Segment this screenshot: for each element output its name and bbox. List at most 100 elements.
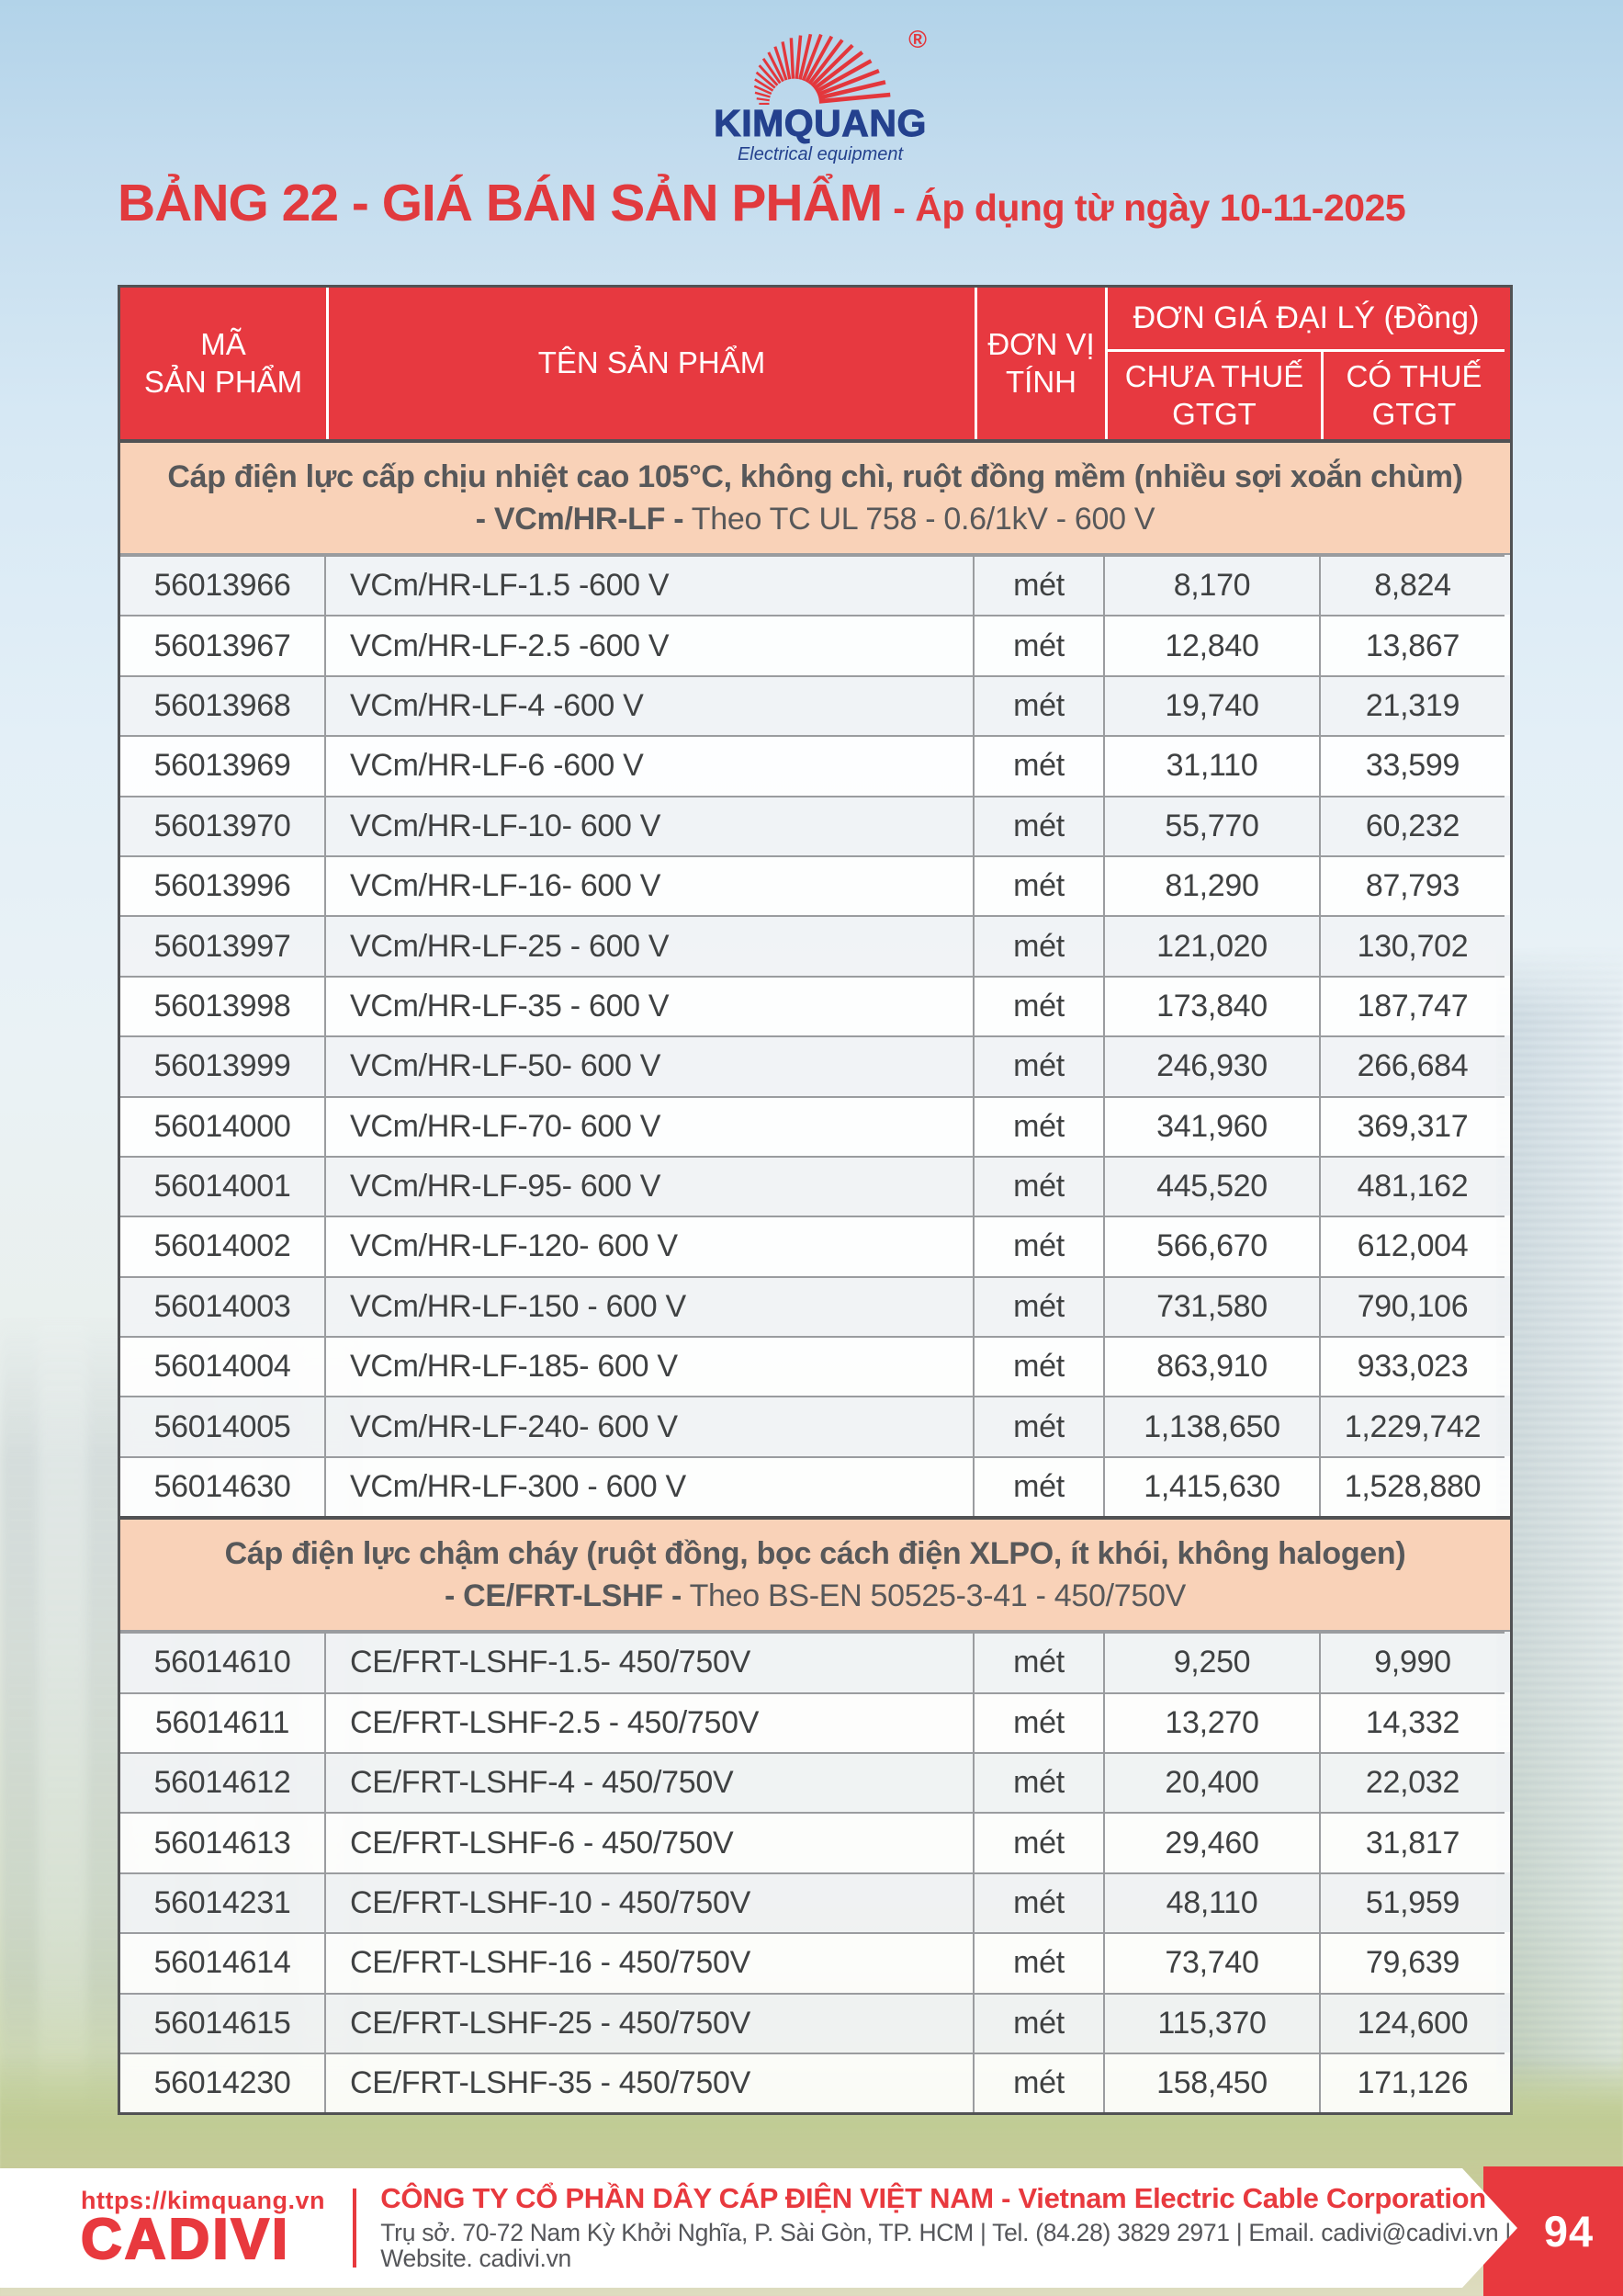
table-row: 56014612 CE/FRT-LSHF-4 - 450/750V mét 20,40… xyxy=(120,1752,1510,1813)
unit: mét xyxy=(975,1455,1105,1517)
section-header: Cáp điện lực chậm cháy (ruột đồng, bọc c… xyxy=(120,1516,1510,1633)
column-header-price-ex-vat: CHƯA THUẾ GTGT xyxy=(1105,352,1321,439)
unit: mét xyxy=(975,1155,1105,1216)
table-row: 56014615 CE/FRT-LSHF-25 - 450/750V mét 115,… xyxy=(120,1992,1510,2053)
price-inc-vat: 33,599 xyxy=(1321,735,1505,795)
product-name: CE/FRT-LSHF-25 - 450/750V xyxy=(326,1992,975,2053)
price-ex-vat: 121,020 xyxy=(1105,915,1321,976)
price-inc-vat: 79,639 xyxy=(1321,1932,1505,1992)
unit: mét xyxy=(975,1095,1105,1156)
section-title: Cáp điện lực chậm cháy (ruột đồng, bọc c… xyxy=(224,1535,1406,1571)
product-name: VCm/HR-LF-70- 600 V xyxy=(326,1095,975,1156)
unit: mét xyxy=(975,1992,1105,2053)
unit: mét xyxy=(975,1932,1105,1993)
unit: mét xyxy=(975,1752,1105,1813)
column-header-unit: ĐƠN VỊ TÍNH xyxy=(975,288,1105,439)
registered-trademark-icon: ® xyxy=(908,26,927,53)
brand-tagline: Electrical equipment xyxy=(737,144,904,164)
price-inc-vat: 369,317 xyxy=(1321,1095,1505,1156)
product-name: VCm/HR-LF-16- 600 V xyxy=(326,854,975,916)
product-code: 56014001 xyxy=(120,1155,326,1216)
product-code: 56013969 xyxy=(120,735,326,796)
price-inc-vat: 51,959 xyxy=(1321,1872,1505,1932)
unit: mét xyxy=(975,1812,1105,1872)
price-inc-vat: 171,126 xyxy=(1321,2052,1505,2112)
price-inc-vat: 130,702 xyxy=(1321,915,1505,975)
column-header-code: MÃ SẢN PHẨM xyxy=(143,327,303,399)
price-ex-vat: 81,290 xyxy=(1105,854,1321,916)
product-name: VCm/HR-LF-25 - 600 V xyxy=(326,915,975,976)
footer-divider xyxy=(353,2189,357,2268)
price-ex-vat: 246,930 xyxy=(1105,1035,1321,1096)
product-code: 56014005 xyxy=(120,1396,326,1456)
product-name: CE/FRT-LSHF-6 - 450/750V xyxy=(326,1812,975,1872)
section-model-code: - VCm/HR-LF - xyxy=(475,501,684,537)
price-inc-vat: 1,528,880 xyxy=(1321,1455,1505,1516)
product-code: 56013967 xyxy=(120,615,326,675)
section-title: Cáp điện lực cấp chịu nhiệt cao 105°C, k… xyxy=(167,458,1463,494)
company-address: Trụ sở. 70-72 Nam Kỳ Khởi Nghĩa, P. Sài … xyxy=(380,2218,1511,2272)
product-name: VCm/HR-LF-185- 600 V xyxy=(326,1336,975,1397)
product-name: CE/FRT-LSHF-10 - 450/750V xyxy=(326,1872,975,1933)
product-name: VCm/HR-LF-300 - 600 V xyxy=(326,1455,975,1517)
kimquang-url-link[interactable]: https://kimquang.vn xyxy=(81,2187,325,2215)
product-code: 56014614 xyxy=(120,1932,326,1993)
price-inc-vat: 9,990 xyxy=(1321,1632,1505,1691)
price-ex-vat: 173,840 xyxy=(1105,975,1321,1036)
price-inc-vat: 124,600 xyxy=(1321,1992,1505,2053)
price-table-body: Cáp điện lực cấp chịu nhiệt cao 105°C, k… xyxy=(120,439,1510,2113)
kimquang-logo: ® KIMQUANG Electrical equipment xyxy=(712,11,929,165)
background-building-right xyxy=(1496,946,1623,2109)
kimquang-sunburst-icon xyxy=(724,11,917,108)
product-name: VCm/HR-LF-6 -600 V xyxy=(326,735,975,796)
section-subtitle: - VCm/HR-LF - Theo TC UL 758 - 0.6/1kV -… xyxy=(476,502,1155,537)
table-row: 56014611 CE/FRT-LSHF-2.5 - 450/750V mét 13,… xyxy=(120,1691,1510,1753)
table-row: 56014231 CE/FRT-LSHF-10 - 450/750V mét 48,1… xyxy=(120,1872,1510,1933)
product-code: 56014612 xyxy=(120,1752,326,1813)
price-ex-vat: 48,110 xyxy=(1105,1872,1321,1933)
section-standard: Theo BS-EN 50525-3-41 - 450/750V xyxy=(682,1578,1187,1613)
product-code: 56014630 xyxy=(120,1455,326,1517)
company-name: CÔNG TY CỔ PHẦN DÂY CÁP ĐIỆN VIỆT NAM - … xyxy=(380,2182,1486,2215)
product-name: VCm/HR-LF-2.5 -600 V xyxy=(326,615,975,675)
product-code: 56014231 xyxy=(120,1872,326,1933)
unit: mét xyxy=(975,1336,1105,1397)
price-ex-vat: 566,670 xyxy=(1105,1216,1321,1276)
product-code: 56014615 xyxy=(120,1992,326,2053)
table-section: Cáp điện lực chậm cháy (ruột đồng, bọc c… xyxy=(120,1516,1510,2113)
product-name: VCm/HR-LF-10- 600 V xyxy=(326,795,975,855)
brand-name: KIMQUANG xyxy=(714,102,927,144)
price-ex-vat: 13,270 xyxy=(1105,1691,1321,1753)
product-name: CE/FRT-LSHF-2.5 - 450/750V xyxy=(326,1691,975,1753)
price-inc-vat: 266,684 xyxy=(1321,1035,1505,1095)
table-section: Cáp điện lực cấp chịu nhiệt cao 105°C, k… xyxy=(120,439,1510,1517)
unit: mét xyxy=(975,1216,1105,1276)
product-code: 56014002 xyxy=(120,1216,326,1276)
product-code: 56013968 xyxy=(120,674,326,736)
price-inc-vat: 1,229,742 xyxy=(1321,1396,1505,1455)
column-header-price-group: ĐƠN GIÁ ĐẠI LÝ (Đồng) xyxy=(1105,288,1505,352)
unit: mét xyxy=(975,1872,1105,1933)
price-ex-vat: 20,400 xyxy=(1105,1752,1321,1813)
price-inc-vat: 187,747 xyxy=(1321,975,1505,1035)
product-code: 56014230 xyxy=(120,2052,326,2113)
product-name: CE/FRT-LSHF-35 - 450/750V xyxy=(326,2052,975,2113)
unit: mét xyxy=(975,795,1105,855)
product-code: 56013966 xyxy=(120,555,326,616)
price-ex-vat: 9,250 xyxy=(1105,1632,1321,1692)
price-inc-vat: 60,232 xyxy=(1321,795,1505,855)
product-code: 56014004 xyxy=(120,1336,326,1397)
page-title: BẢNG 22 - GIÁ BÁN SẢN PHẨM - Áp dụng từ … xyxy=(118,173,1509,233)
price-ex-vat: 31,110 xyxy=(1105,735,1321,796)
product-code: 56013999 xyxy=(120,1035,326,1096)
product-name: CE/FRT-LSHF-4 - 450/750V xyxy=(326,1752,975,1813)
